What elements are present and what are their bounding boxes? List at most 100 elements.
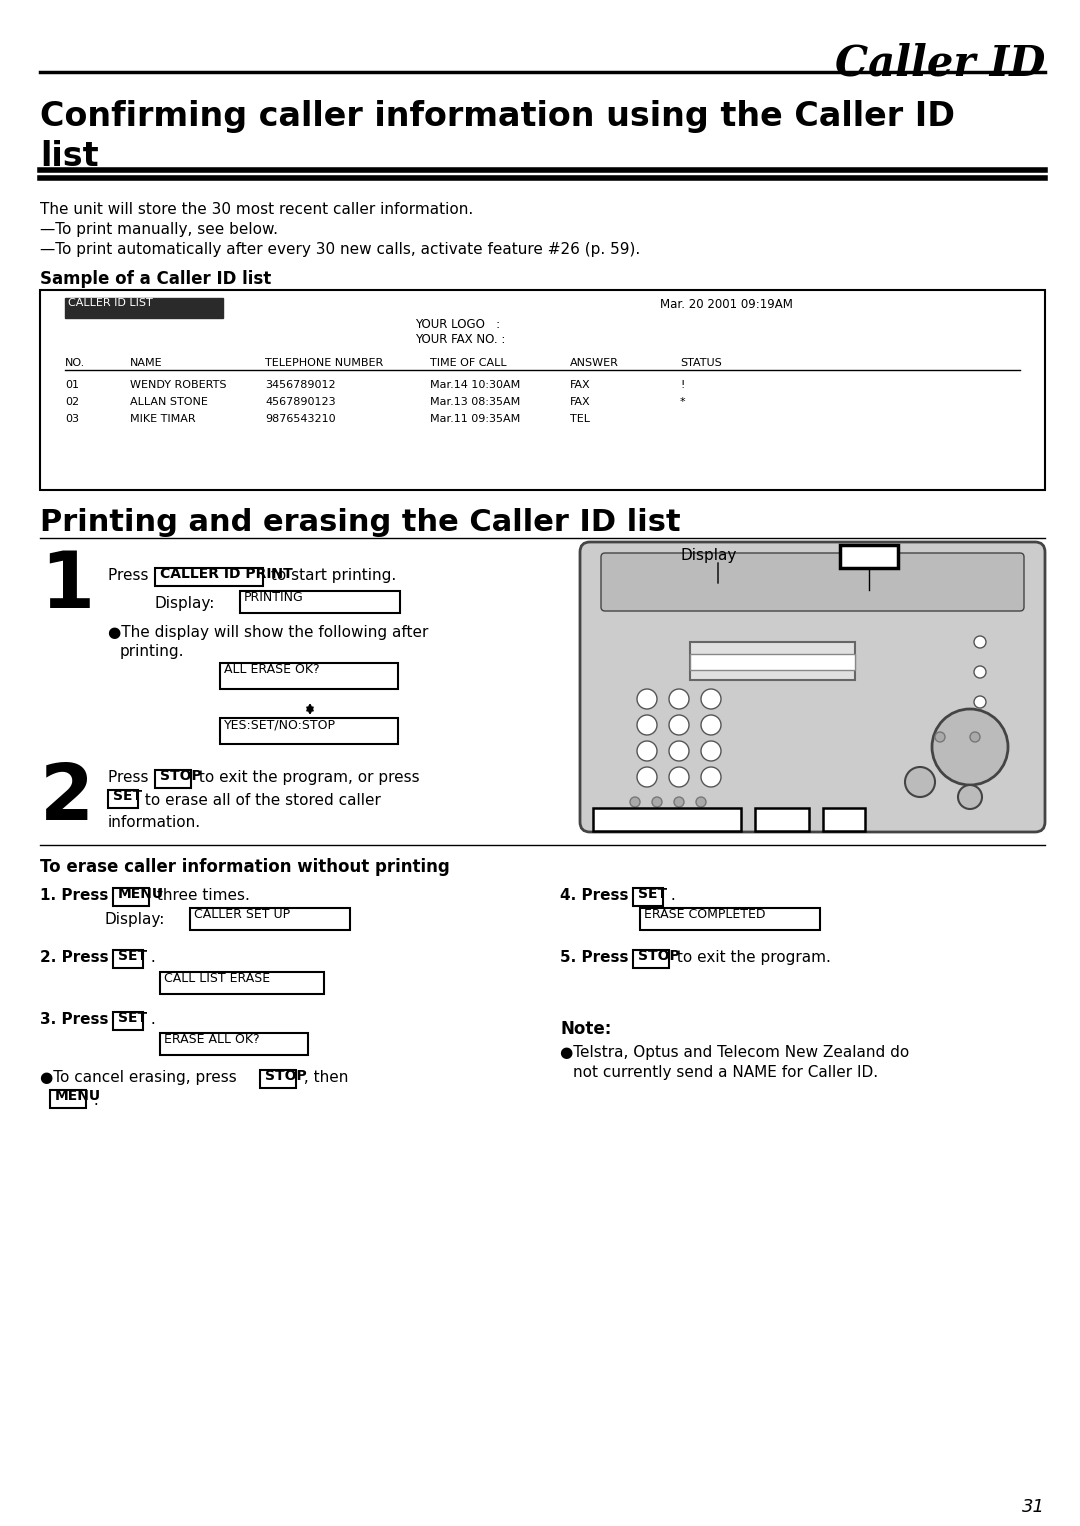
Text: *: * (680, 397, 686, 407)
Bar (113, 1012, 143, 1030)
Bar (593, 807, 741, 832)
Text: SET: SET (638, 888, 667, 902)
Text: 9: 9 (708, 748, 714, 755)
Text: FAX: FAX (570, 380, 591, 391)
Text: 31: 31 (1022, 1499, 1045, 1515)
Circle shape (970, 732, 980, 742)
Text: .: . (146, 1012, 156, 1027)
Text: 1. Press: 1. Press (40, 888, 113, 903)
Text: SET: SET (118, 949, 147, 963)
Text: ●Telstra, Optus and Telecom New Zealand do: ●Telstra, Optus and Telecom New Zealand … (561, 1045, 909, 1061)
Circle shape (932, 710, 1008, 784)
Text: Mar. 20 2001 09:19AM: Mar. 20 2001 09:19AM (660, 298, 793, 311)
Text: 6: 6 (708, 720, 714, 729)
Bar (220, 719, 399, 745)
Text: CALL LIST ERASE: CALL LIST ERASE (164, 972, 270, 984)
Text: 1: 1 (645, 694, 650, 703)
Text: Mar.11 09:35AM: Mar.11 09:35AM (430, 414, 521, 424)
Text: YES:SET/NO:STOP: YES:SET/NO:STOP (224, 719, 336, 731)
Text: information.: information. (108, 815, 201, 830)
Text: YOUR LOGO   :: YOUR LOGO : (415, 317, 500, 331)
Text: ALL ERASE OK?: ALL ERASE OK? (224, 662, 320, 676)
Bar (50, 1090, 86, 1108)
Circle shape (637, 742, 657, 761)
Text: SET: SET (826, 807, 855, 823)
Text: ERASE COMPLETED: ERASE COMPLETED (644, 908, 766, 922)
Bar (113, 888, 149, 905)
Bar (260, 1070, 296, 1088)
Text: ERASE ALL OK?: ERASE ALL OK? (164, 1033, 259, 1045)
Text: Printing and erasing the Caller ID list: Printing and erasing the Caller ID list (40, 508, 680, 537)
Bar (690, 655, 855, 670)
Circle shape (958, 784, 982, 809)
Text: Display: Display (680, 548, 737, 563)
Text: The unit will store the 30 most recent caller information.: The unit will store the 30 most recent c… (40, 201, 473, 217)
Text: WENDY ROBERTS: WENDY ROBERTS (130, 380, 227, 391)
Text: .: . (146, 951, 156, 964)
Bar (755, 807, 809, 832)
Text: STOP: STOP (638, 949, 679, 963)
Text: 3456789012: 3456789012 (265, 380, 336, 391)
Text: 3: 3 (708, 694, 714, 703)
Circle shape (974, 696, 986, 708)
Text: to erase all of the stored caller: to erase all of the stored caller (140, 794, 381, 807)
Text: MENU: MENU (843, 545, 893, 560)
Text: 7: 7 (645, 748, 650, 755)
Text: to exit the program, or press: to exit the program, or press (194, 771, 420, 784)
Text: ●The display will show the following after: ●The display will show the following aft… (108, 626, 429, 639)
Text: 5: 5 (676, 720, 681, 729)
Text: SET: SET (113, 789, 143, 804)
Text: 02: 02 (65, 397, 79, 407)
Text: not currently send a NAME for Caller ID.: not currently send a NAME for Caller ID. (573, 1065, 878, 1080)
Bar (65, 298, 222, 317)
Circle shape (669, 768, 689, 787)
Circle shape (674, 797, 684, 807)
Text: Sample of a Caller ID list: Sample of a Caller ID list (40, 270, 271, 288)
FancyBboxPatch shape (600, 552, 1024, 610)
Text: , then: , then (299, 1070, 349, 1085)
Text: CALLER SET UP: CALLER SET UP (194, 908, 291, 922)
Circle shape (637, 768, 657, 787)
Text: —To print manually, see below.: —To print manually, see below. (40, 221, 278, 237)
Bar (640, 908, 820, 929)
Circle shape (630, 797, 640, 807)
Text: STOP: STOP (160, 769, 202, 783)
Text: CALLER ID PRINT: CALLER ID PRINT (596, 807, 729, 823)
Text: 4. Press: 4. Press (561, 888, 634, 903)
Bar (823, 807, 865, 832)
Circle shape (974, 665, 986, 678)
Text: printing.: printing. (120, 644, 185, 659)
Text: 1: 1 (40, 548, 94, 624)
Text: 3. Press: 3. Press (40, 1012, 113, 1027)
Text: PRINTING: PRINTING (244, 591, 303, 604)
Circle shape (701, 742, 721, 761)
Text: 4: 4 (645, 720, 650, 729)
Text: 8: 8 (676, 748, 681, 755)
Text: STOP: STOP (758, 807, 800, 823)
Circle shape (637, 716, 657, 736)
Text: 4567890123: 4567890123 (265, 397, 336, 407)
Circle shape (669, 742, 689, 761)
Bar (190, 908, 350, 929)
Text: Mar.14 10:30AM: Mar.14 10:30AM (430, 380, 521, 391)
Text: ALLAN STONE: ALLAN STONE (130, 397, 207, 407)
Bar (220, 662, 399, 690)
Text: Note:: Note: (561, 1019, 611, 1038)
Circle shape (935, 732, 945, 742)
Text: TIME OF CALL: TIME OF CALL (430, 359, 507, 368)
Bar (160, 972, 324, 993)
Text: #: # (707, 774, 715, 781)
Circle shape (696, 797, 706, 807)
Circle shape (637, 690, 657, 710)
Text: Confirming caller information using the Caller ID: Confirming caller information using the … (40, 101, 955, 133)
Bar (240, 591, 400, 613)
Text: MIKE TIMAR: MIKE TIMAR (130, 414, 195, 424)
Text: 0: 0 (676, 774, 681, 781)
Text: Press: Press (108, 568, 153, 583)
Text: 9876543210: 9876543210 (265, 414, 336, 424)
Circle shape (652, 797, 662, 807)
Circle shape (669, 690, 689, 710)
Text: STATUS: STATUS (680, 359, 721, 368)
Text: 2. Press: 2. Press (40, 951, 113, 964)
Bar (690, 642, 855, 681)
